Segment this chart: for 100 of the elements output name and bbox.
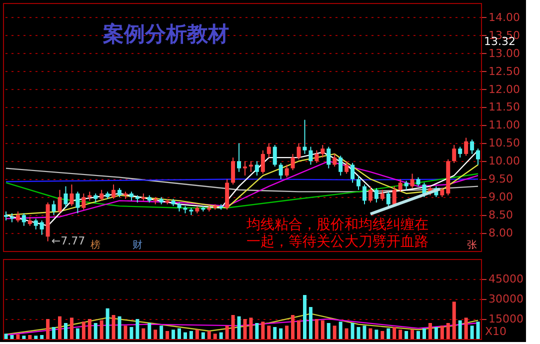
bar: [82, 322, 86, 339]
bar: [213, 334, 217, 339]
annotation: 财: [132, 239, 142, 251]
y-tick-label: 15000: [488, 312, 524, 326]
bar: [249, 318, 253, 339]
bar: [446, 323, 450, 339]
bar: [374, 330, 378, 339]
bar: [34, 336, 38, 339]
bar: [231, 315, 235, 339]
bar: [404, 331, 408, 339]
candlestick: [237, 142, 242, 172]
bar: [434, 327, 438, 339]
bar: [183, 332, 187, 339]
y-tick-label: 12.00: [488, 82, 520, 96]
bar: [255, 323, 259, 339]
bar: [10, 335, 14, 339]
bar: [261, 322, 265, 339]
bar: [237, 316, 241, 339]
bar: [332, 326, 336, 339]
bar: [470, 326, 474, 339]
candlestick: [296, 142, 301, 160]
bar: [410, 330, 414, 339]
bar: [130, 327, 134, 339]
bar: [142, 328, 146, 339]
bar: [416, 331, 420, 339]
candlestick: [332, 153, 337, 168]
bar: [344, 328, 348, 339]
candlestick: [64, 186, 68, 208]
bar: [464, 318, 468, 339]
candlestick: [16, 210, 20, 223]
candlestick: [314, 150, 319, 164]
line-series: [5, 318, 479, 336]
candlestick: [260, 150, 265, 174]
candlestick: [386, 191, 390, 208]
bar: [297, 320, 301, 339]
candlestick: [410, 173, 414, 189]
bar: [380, 331, 384, 339]
bar: [201, 332, 205, 339]
bar: [189, 331, 193, 339]
bar: [428, 323, 432, 339]
bar: [458, 320, 462, 339]
candlestick: [242, 160, 247, 176]
bar: [160, 326, 164, 339]
bar: [148, 323, 152, 339]
bar: [207, 331, 211, 339]
bar: [195, 330, 199, 339]
candlestick: [308, 146, 313, 166]
candlestick: [70, 184, 74, 207]
bar: [302, 295, 306, 339]
y-tick-label: 8.00: [488, 226, 513, 240]
bar: [320, 320, 324, 339]
candlestick: [344, 160, 349, 174]
bar: [338, 322, 342, 339]
bar: [273, 327, 277, 339]
y-tick-label: 14.00: [488, 10, 520, 24]
bar: [4, 334, 8, 339]
bar: [422, 328, 426, 339]
bar: [368, 328, 372, 339]
candlestick: [326, 146, 331, 169]
candlestick: [422, 182, 426, 198]
bar: [172, 330, 176, 339]
bar: [22, 336, 26, 339]
y-tick-label: 8.50: [488, 208, 513, 222]
candlestick: [476, 148, 480, 166]
line-series: [5, 153, 479, 216]
bar: [40, 335, 44, 339]
candlestick: [278, 162, 283, 180]
line-series: [5, 168, 479, 192]
annotation: ←7.77: [51, 234, 86, 248]
y-tick-label: 9.00: [488, 190, 513, 204]
candlestick: [302, 119, 307, 154]
bar: [350, 323, 354, 339]
bar: [243, 319, 247, 339]
bar: [314, 319, 318, 339]
bar: [58, 316, 62, 339]
candlestick: [82, 192, 86, 210]
bar: [225, 326, 229, 339]
y-tick-label: 11.50: [488, 100, 520, 114]
bar: [398, 330, 402, 339]
candlestick: [362, 184, 366, 205]
bar: [28, 335, 32, 339]
y-tick-label: 13.00: [488, 46, 520, 60]
bar: [308, 307, 312, 339]
bar: [70, 318, 74, 339]
annotation: 榜: [90, 239, 101, 251]
y-tick-label: 45000: [488, 272, 524, 286]
bar: [76, 328, 80, 339]
bar: [46, 319, 50, 339]
bar: [16, 334, 20, 339]
candlestick: [58, 189, 62, 214]
bar: [356, 327, 360, 339]
text: 案例分析教材: [102, 22, 229, 46]
bar: [106, 308, 110, 339]
candlestick: [254, 160, 259, 176]
bar: [476, 322, 480, 339]
bar: [362, 326, 366, 339]
candlestick: [398, 178, 402, 192]
candlestick: [40, 220, 44, 236]
y-tick-label: 30000: [488, 292, 524, 306]
candlestick: [458, 146, 462, 158]
